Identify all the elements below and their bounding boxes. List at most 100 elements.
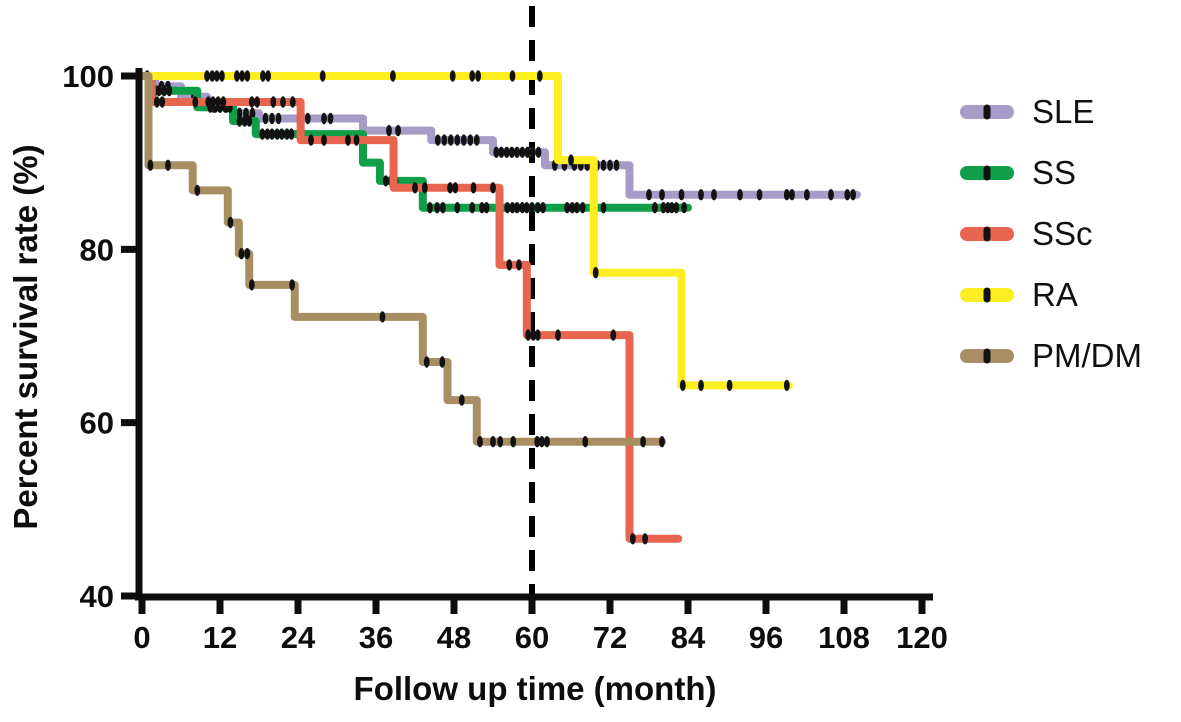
censor-tick-ss [540, 202, 546, 214]
censor-tick-sle [607, 159, 613, 171]
censor-tick-sle [447, 134, 454, 146]
series-line-ra [138, 72, 793, 390]
censor-tick-pm-dm [497, 436, 504, 448]
censor-tick-sle [493, 146, 500, 158]
censor-tick-ss [529, 202, 535, 214]
y-tick-label: 60 [80, 406, 114, 441]
censor-tick-ss [454, 202, 461, 214]
censor-tick-ssc [289, 96, 296, 108]
censor-tick-sle [508, 146, 515, 158]
censor-mark-icon [983, 287, 991, 303]
legend-item-ss: SS [960, 152, 1142, 194]
censor-tick-pm-dm [379, 311, 386, 323]
censor-tick-ra [783, 379, 790, 392]
censor-tick-ra [568, 154, 574, 166]
x-tick-label: 84 [671, 620, 706, 655]
censor-mark-icon [983, 348, 991, 364]
censor-tick-ssc [321, 134, 327, 146]
censor-tick-ra [509, 70, 516, 82]
legend-swatch-ss [960, 165, 1014, 181]
censor-tick-ra [592, 267, 599, 279]
censor-tick-ssc [215, 96, 222, 108]
censor-tick-ssc [490, 182, 496, 194]
censor-tick-ss [161, 85, 168, 97]
censor-tick-sle [804, 189, 810, 201]
censor-tick-sle [524, 146, 531, 158]
censor-tick-ss [269, 128, 275, 140]
y-tick-label: 80 [80, 232, 114, 267]
censor-tick-ssc [353, 134, 360, 146]
legend-item-pmdm: PM/DM [960, 335, 1142, 377]
censor-tick-ssc [210, 96, 216, 108]
censor-tick-sle [659, 189, 665, 201]
censor-tick-sle [828, 189, 834, 201]
censor-tick-ssc [159, 96, 166, 108]
censor-tick-sle [756, 189, 763, 201]
legend-label-pmdm: PM/DM [1032, 337, 1142, 374]
legend: SLE SS SSc RA PM/DM [960, 91, 1142, 377]
censor-tick-ss [574, 202, 580, 214]
censor-tick-sle [304, 112, 311, 125]
censor-tick-ss [264, 128, 271, 140]
legend-item-ssc: SSc [960, 213, 1142, 255]
censor-tick-ra [390, 70, 396, 82]
censor-tick-ss [523, 202, 530, 214]
censor-tick-sle [514, 146, 520, 158]
censor-tick-ssc [534, 329, 541, 341]
censor-tick-ss [514, 202, 520, 214]
censor-tick-ra [265, 70, 271, 82]
censor-tick-sle [850, 189, 856, 201]
censor-tick-ss [564, 202, 570, 214]
censor-tick-ssc [452, 182, 459, 194]
censor-tick-ssc [642, 533, 648, 545]
censor-tick-pm-dm [534, 436, 541, 448]
censor-tick-pm-dm [147, 159, 154, 171]
x-tick-label: 0 [133, 620, 150, 655]
censor-tick-ra [244, 70, 251, 82]
censor-tick-ss [284, 128, 290, 140]
censor-tick-sle [249, 107, 256, 120]
censor-tick-ra [209, 70, 216, 82]
censor-tick-ss [519, 202, 526, 214]
censor-tick-sle [535, 146, 542, 158]
censor-tick-pm-dm [510, 436, 517, 448]
censor-tick-ss [569, 202, 576, 214]
censor-tick-sle [600, 159, 607, 171]
censor-tick-ss [241, 115, 248, 127]
legend-label-sle: SLE [1032, 93, 1095, 130]
legend-item-sle: SLE [960, 91, 1142, 133]
censor-tick-sle [678, 189, 685, 201]
legend-label-ssc: SSc [1032, 215, 1093, 252]
censor-tick-pm-dm [227, 216, 234, 229]
censor-tick-ss [166, 85, 173, 97]
censor-tick-sle [386, 124, 392, 137]
censor-tick-ssc [555, 329, 561, 341]
legend-label-ss: SS [1032, 154, 1077, 191]
legend-swatch-ssc [960, 226, 1014, 242]
censor-tick-ssc [516, 259, 522, 271]
censor-tick-ss [600, 202, 607, 214]
censor-tick-pm-dm [544, 436, 550, 448]
censor-tick-ss [288, 128, 295, 140]
censor-tick-pm-dm [640, 436, 646, 448]
censor-tick-sle [269, 112, 275, 125]
censor-tick-sle [275, 112, 282, 125]
censor-tick-sle [262, 112, 269, 125]
censor-tick-pm-dm [423, 356, 430, 368]
censor-tick-ssc [525, 329, 531, 341]
censor-tick-ss [278, 128, 285, 140]
censor-tick-sle [473, 134, 480, 146]
censor-tick-pm-dm [439, 356, 446, 368]
legend-label-ra: RA [1032, 276, 1078, 313]
censor-tick-sle [460, 134, 467, 146]
legend-swatch-pmdm [960, 348, 1014, 364]
legend-swatch-sle [960, 104, 1014, 120]
censor-tick-ssc [447, 182, 453, 194]
censor-tick-pm-dm [244, 248, 251, 260]
censor-tick-ss [479, 202, 485, 214]
censor-tick-ssc [270, 96, 277, 108]
censor-tick-ra [726, 379, 733, 392]
censor-tick-sle [434, 134, 441, 146]
censor-tick-ss [259, 128, 266, 140]
